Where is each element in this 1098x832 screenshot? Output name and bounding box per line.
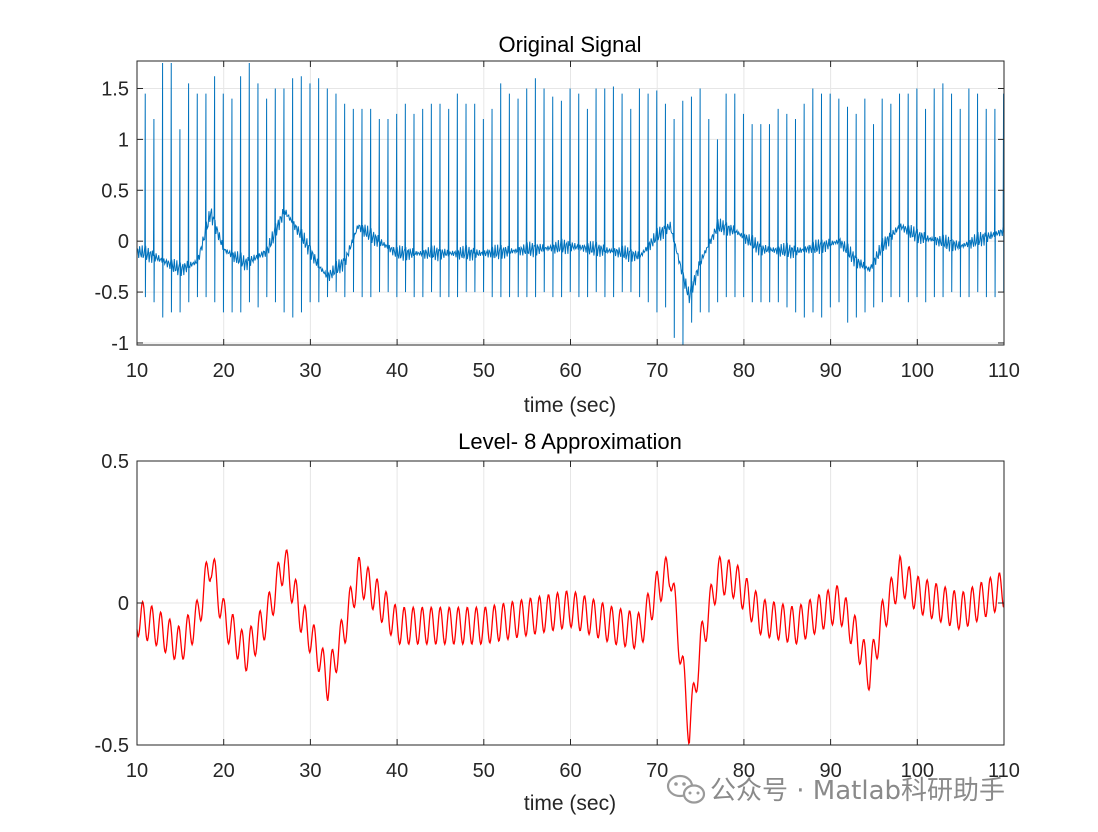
x-axis-label: time (sec) — [524, 792, 616, 815]
panel-original-signal: 10 20 30 40 50 60 70 80 90 100 110 -1 -0.5 0 0.5 1 1.5 O… — [95, 32, 1020, 417]
x-tick-label: 110 — [988, 360, 1020, 382]
x-tick-label: 100 — [901, 760, 934, 782]
axis-ticks: 10 20 30 40 50 60 70 80 90 100 110 -1 -0.5 0 0.5 1 1.5 — [95, 61, 1020, 382]
y-tick-label: -0.5 — [95, 282, 129, 304]
x-axis-label: time (sec) — [524, 394, 616, 417]
watermark: 公众号 · Matlab科研助手 — [666, 774, 1005, 806]
x-tick-label: 80 — [733, 360, 755, 382]
signal-line — [136, 63, 1005, 346]
x-tick-label: 80 — [733, 760, 755, 782]
y-tick-label: -0.5 — [95, 735, 129, 757]
x-tick-label: 50 — [473, 760, 495, 782]
x-tick-label: 90 — [819, 360, 841, 382]
y-tick-label: 0 — [118, 231, 129, 253]
x-tick-label: 40 — [386, 360, 408, 382]
watermark-text: 公众号 · Matlab科研助手 — [710, 776, 1005, 806]
x-tick-label: 100 — [901, 360, 934, 382]
y-tick-label: 0.5 — [101, 451, 129, 473]
y-tick-label: 0 — [118, 593, 129, 615]
x-tick-label: 60 — [559, 360, 581, 382]
approximation-line — [136, 549, 1005, 745]
x-tick-label: 60 — [559, 760, 581, 782]
panel-level8-approximation: 10 20 30 40 50 60 70 80 90 100 110 -0.5 0 0.5 Level- … — [95, 429, 1020, 815]
wechat-icon — [666, 774, 706, 804]
y-tick-label: 1.5 — [101, 78, 129, 100]
y-tick-label: -1 — [111, 333, 129, 355]
axis-ticks: 10 20 30 40 50 60 70 80 90 100 110 -0.5 0 0.5 — [95, 451, 1020, 782]
x-tick-label: 110 — [988, 760, 1020, 782]
x-tick-label: 70 — [646, 760, 668, 782]
x-tick-label: 10 — [126, 360, 148, 382]
chart-title: Level- 8 Approximation — [458, 429, 682, 454]
x-tick-label: 30 — [299, 360, 321, 382]
y-tick-label: 1 — [118, 129, 129, 151]
chart-title: Original Signal — [498, 32, 641, 57]
x-tick-label: 70 — [646, 360, 668, 382]
x-tick-label: 10 — [126, 760, 148, 782]
x-tick-label: 20 — [213, 360, 235, 382]
x-tick-label: 50 — [473, 360, 495, 382]
x-tick-label: 40 — [386, 760, 408, 782]
x-tick-label: 90 — [819, 760, 841, 782]
x-tick-label: 30 — [299, 760, 321, 782]
x-tick-label: 20 — [213, 760, 235, 782]
y-tick-label: 0.5 — [101, 180, 129, 202]
